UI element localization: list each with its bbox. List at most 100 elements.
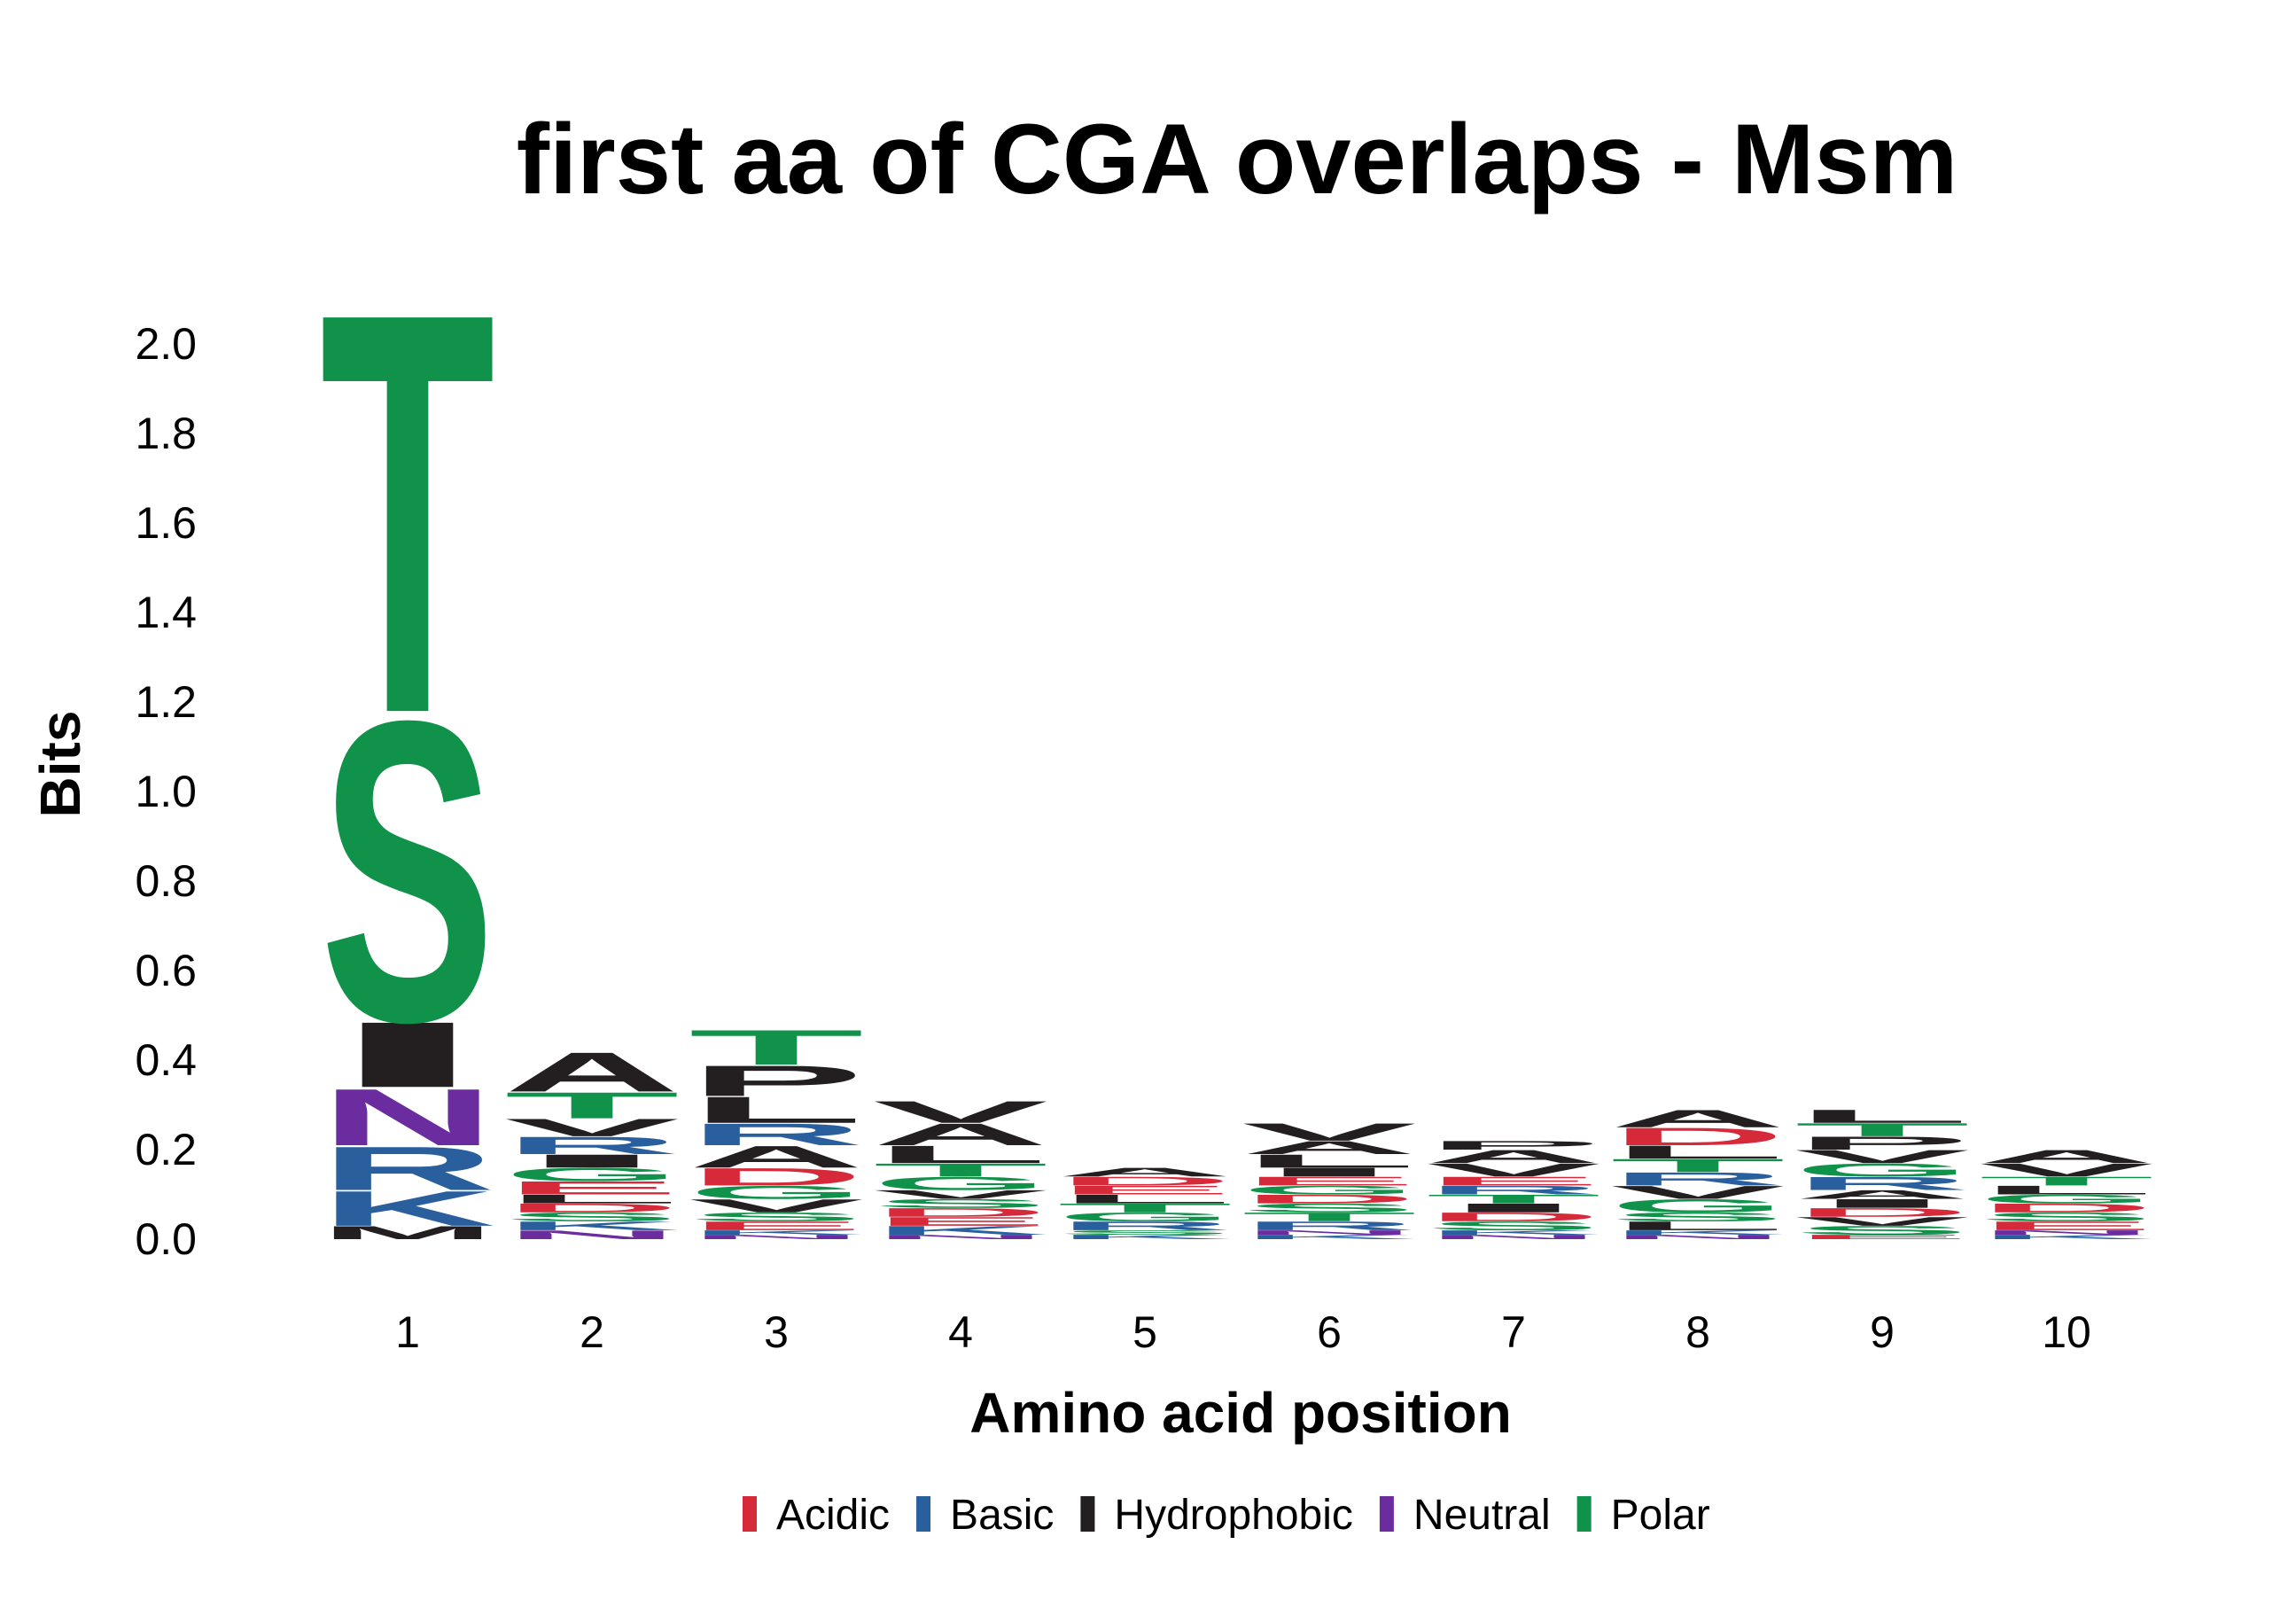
logo-letter-S: S: [689, 1210, 864, 1224]
logo-letter-R: R: [1610, 1168, 1786, 1189]
logo-letter-G: G: [1794, 1159, 1970, 1180]
logo-letter-I: I: [1794, 1197, 1970, 1211]
logo-letter-S: S: [873, 1197, 1048, 1211]
logo-letter-L: L: [689, 1089, 864, 1131]
logo-letter-L: L: [1241, 1150, 1417, 1172]
logo-letter-K: K: [1241, 1234, 1417, 1241]
logo-letter-T: T: [689, 1019, 864, 1075]
legend-swatch-hydrophobic: [1080, 1496, 1095, 1532]
logo-letter-A: A: [1794, 1188, 1970, 1202]
logo-letter-G: G: [1979, 1192, 2154, 1206]
logo-letter-T: T: [504, 1085, 680, 1127]
logo-letter-K: K: [1426, 1229, 1601, 1236]
logo-letter-V: V: [504, 1113, 680, 1141]
logo-letter-E: E: [1979, 1219, 2154, 1233]
logo-letter-A: A: [689, 1140, 864, 1174]
logo-letter-G: G: [504, 1164, 680, 1184]
logo-letter-L: L: [1610, 1219, 1786, 1233]
logo-letter-E: E: [1241, 1174, 1417, 1189]
logo-letter-A: A: [1057, 1166, 1233, 1180]
logo-letter-L: L: [504, 1192, 680, 1206]
logo-letter-K: K: [1610, 1229, 1786, 1236]
legend-label-polar: Polar: [1611, 1492, 1710, 1539]
logo-letter-G: G: [873, 1174, 1048, 1194]
logo-letter-A: A: [504, 1041, 680, 1104]
logo-letter-V: V: [1610, 1182, 1786, 1203]
logo-letter-D: D: [1979, 1201, 2154, 1215]
logo-letter-S: S: [1610, 1210, 1786, 1224]
logo-letter-E: E: [504, 1178, 680, 1198]
logo-letter-S: S: [504, 1210, 680, 1224]
y-tick-label: 1.0: [135, 767, 197, 816]
x-tick-label: 3: [764, 1307, 789, 1357]
logo-letter-V: V: [1794, 1214, 1970, 1228]
logo-letter-N: N: [1426, 1234, 1601, 1241]
x-tick-label: 1: [395, 1307, 420, 1357]
logo-letter-T: T: [1426, 1192, 1601, 1206]
chart-title: first aa of CGA overlaps - Msm: [517, 104, 1957, 214]
y-tick-label: 0.4: [135, 1035, 197, 1085]
logo-letter-I: I: [1426, 1201, 1601, 1215]
logo-letter-D: D: [504, 1201, 680, 1215]
logo-letter-G: G: [1057, 1210, 1233, 1224]
x-tick-label: 4: [948, 1307, 973, 1357]
legend-swatch-basic: [916, 1496, 931, 1532]
logo-letter-E: E: [1057, 1183, 1233, 1197]
logo-letter-D: D: [873, 1205, 1048, 1220]
x-tick-label: 5: [1132, 1307, 1157, 1357]
logo-letter-P: P: [1794, 1133, 1970, 1153]
logo-letter-D: D: [1794, 1205, 1970, 1220]
legend-label-neutral: Neutral: [1413, 1492, 1551, 1539]
x-tick-label: 9: [1870, 1307, 1895, 1357]
y-tick-label: 0.6: [135, 946, 197, 995]
logo-letter-E: E: [873, 1214, 1048, 1228]
logo-letter-S: S: [1979, 1210, 2154, 1224]
legend-swatch-acidic: [743, 1496, 757, 1532]
logo-letter-D: D: [689, 1163, 864, 1190]
logo-letter-M: M: [320, 1222, 495, 1244]
logo-letter-E: E: [1426, 1174, 1601, 1189]
legend-swatch-neutral: [1379, 1496, 1394, 1532]
logo-letter-A: A: [1979, 1146, 2154, 1166]
logo-letter-P: P: [689, 1057, 864, 1105]
logo-letter-S: S: [320, 633, 495, 1112]
logo-letter-K: K: [1057, 1234, 1233, 1241]
logo-letter-N: N: [873, 1234, 1048, 1241]
y-tick-label: 1.8: [135, 409, 197, 458]
logo-letter-K: K: [504, 1219, 680, 1233]
logo-letter-I: I: [320, 1002, 495, 1107]
y-tick-label: 0.0: [135, 1214, 197, 1264]
logo-letter-R: R: [689, 1117, 864, 1151]
logo-letter-N: N: [1610, 1234, 1786, 1241]
x-tick-label: 6: [1317, 1307, 1342, 1357]
logo-letter-S: S: [1241, 1201, 1417, 1215]
logo-letter-R: R: [1426, 1183, 1601, 1197]
logo-letter-V: V: [873, 1188, 1048, 1202]
logo-letter-I: I: [1241, 1166, 1417, 1180]
logo-letter-G: G: [1241, 1183, 1417, 1197]
logo-letter-K: K: [873, 1223, 1048, 1237]
logo-letter-A: A: [873, 1117, 1048, 1151]
y-tick-label: 1.4: [135, 588, 197, 637]
logo-letter-L: L: [1057, 1192, 1233, 1206]
logo-letter-T: T: [1057, 1201, 1233, 1215]
legend-label-acidic: Acidic: [776, 1492, 890, 1539]
logo-letter-R: R: [320, 1134, 495, 1203]
logo-letter-R: R: [1241, 1219, 1417, 1233]
legend-swatch-polar: [1576, 1496, 1592, 1532]
logo-letter-D: D: [1610, 1123, 1786, 1150]
logo-letter-V: V: [873, 1095, 1048, 1129]
logo-letter-N: N: [320, 1072, 495, 1163]
logo-letter-G: G: [1610, 1196, 1786, 1216]
logo-letter-A: A: [1241, 1137, 1417, 1158]
logo-letter-A: A: [1610, 1105, 1786, 1133]
y-tick-label: 0.8: [135, 856, 197, 906]
y-tick-label: 1.6: [135, 498, 197, 548]
